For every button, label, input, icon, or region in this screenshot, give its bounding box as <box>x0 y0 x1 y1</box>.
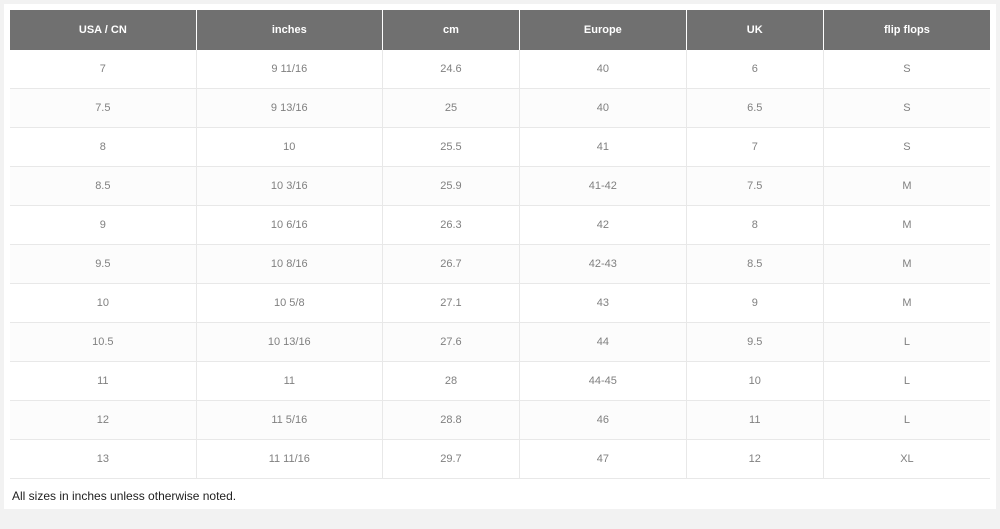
table-cell: 10 5/8 <box>196 284 382 323</box>
table-cell: 8.5 <box>686 245 823 284</box>
table-cell: 10.5 <box>10 323 196 362</box>
table-cell: 9 13/16 <box>196 89 382 128</box>
table-cell: 11 11/16 <box>196 440 382 479</box>
col-header-uk: UK <box>686 10 823 50</box>
table-cell: 41-42 <box>520 167 687 206</box>
table-cell: S <box>823 50 990 89</box>
table-cell: XL <box>823 440 990 479</box>
table-cell: 40 <box>520 50 687 89</box>
table-cell: L <box>823 323 990 362</box>
table-cell: 12 <box>10 401 196 440</box>
table-cell: 10 8/16 <box>196 245 382 284</box>
table-cell: M <box>823 245 990 284</box>
table-cell: 12 <box>686 440 823 479</box>
table-cell: 41 <box>520 128 687 167</box>
table-cell: 28 <box>382 362 519 401</box>
table-cell: 9 <box>10 206 196 245</box>
table-cell: 28.8 <box>382 401 519 440</box>
table-cell: 9 <box>686 284 823 323</box>
table-cell: 10 <box>196 128 382 167</box>
table-cell: 10 <box>10 284 196 323</box>
table-cell: 7.5 <box>10 89 196 128</box>
table-cell: 46 <box>520 401 687 440</box>
table-cell: S <box>823 89 990 128</box>
table-cell: 42-43 <box>520 245 687 284</box>
table-header: USA / CN inches cm Europe UK flip flops <box>10 10 990 50</box>
table-cell: 26.7 <box>382 245 519 284</box>
size-chart-table: USA / CN inches cm Europe UK flip flops … <box>10 10 990 479</box>
table-cell: 10 6/16 <box>196 206 382 245</box>
table-cell: 8 <box>686 206 823 245</box>
table-cell: 9 11/16 <box>196 50 382 89</box>
table-cell: 24.6 <box>382 50 519 89</box>
table-row: 910 6/1626.3428M <box>10 206 990 245</box>
table-cell: 7 <box>686 128 823 167</box>
table-cell: L <box>823 401 990 440</box>
table-cell: 29.7 <box>382 440 519 479</box>
table-body: 79 11/1624.6406S7.59 13/1625406.5S81025.… <box>10 50 990 479</box>
table-cell: 8 <box>10 128 196 167</box>
table-cell: 44-45 <box>520 362 687 401</box>
table-panel: USA / CN inches cm Europe UK flip flops … <box>4 4 996 509</box>
table-cell: 10 <box>686 362 823 401</box>
table-cell: L <box>823 362 990 401</box>
table-cell: 11 <box>196 362 382 401</box>
table-cell: 27.6 <box>382 323 519 362</box>
table-cell: 47 <box>520 440 687 479</box>
table-row: 1311 11/1629.74712XL <box>10 440 990 479</box>
table-cell: 10 13/16 <box>196 323 382 362</box>
table-row: 81025.5417S <box>10 128 990 167</box>
col-header-europe: Europe <box>520 10 687 50</box>
table-cell: 7 <box>10 50 196 89</box>
table-row: 79 11/1624.6406S <box>10 50 990 89</box>
table-cell: 11 5/16 <box>196 401 382 440</box>
table-cell: M <box>823 206 990 245</box>
col-header-inches: inches <box>196 10 382 50</box>
table-cell: 8.5 <box>10 167 196 206</box>
table-row: 1211 5/1628.84611L <box>10 401 990 440</box>
table-cell: 10 3/16 <box>196 167 382 206</box>
table-row: 11112844-4510L <box>10 362 990 401</box>
table-cell: 25.5 <box>382 128 519 167</box>
table-cell: 6 <box>686 50 823 89</box>
table-cell: 25 <box>382 89 519 128</box>
table-row: 1010 5/827.1439M <box>10 284 990 323</box>
table-cell: M <box>823 284 990 323</box>
table-cell: 11 <box>10 362 196 401</box>
col-header-usa-cn: USA / CN <box>10 10 196 50</box>
footnote-text: All sizes in inches unless otherwise not… <box>10 479 990 509</box>
table-cell: 9.5 <box>686 323 823 362</box>
table-cell: 13 <box>10 440 196 479</box>
table-cell: 11 <box>686 401 823 440</box>
table-cell: M <box>823 167 990 206</box>
table-row: 8.510 3/1625.941-427.5M <box>10 167 990 206</box>
table-cell: 43 <box>520 284 687 323</box>
table-cell: 25.9 <box>382 167 519 206</box>
table-row: 10.510 13/1627.6449.5L <box>10 323 990 362</box>
table-cell: 9.5 <box>10 245 196 284</box>
page-container: USA / CN inches cm Europe UK flip flops … <box>0 0 1000 509</box>
table-row: 9.510 8/1626.742-438.5M <box>10 245 990 284</box>
table-cell: 42 <box>520 206 687 245</box>
col-header-cm: cm <box>382 10 519 50</box>
table-cell: S <box>823 128 990 167</box>
col-header-flipflops: flip flops <box>823 10 990 50</box>
table-cell: 40 <box>520 89 687 128</box>
table-cell: 6.5 <box>686 89 823 128</box>
table-cell: 27.1 <box>382 284 519 323</box>
header-row: USA / CN inches cm Europe UK flip flops <box>10 10 990 50</box>
table-row: 7.59 13/1625406.5S <box>10 89 990 128</box>
table-cell: 26.3 <box>382 206 519 245</box>
table-cell: 44 <box>520 323 687 362</box>
table-cell: 7.5 <box>686 167 823 206</box>
